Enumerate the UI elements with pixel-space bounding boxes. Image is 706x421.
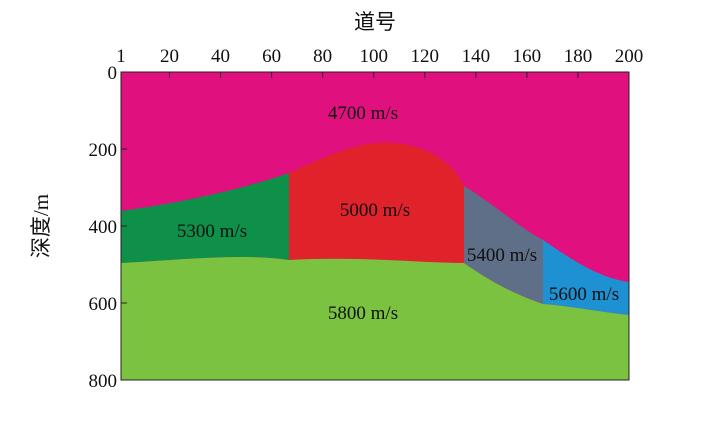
region-5600 (543, 240, 629, 315)
layer-labels: 4700 m/s 5300 m/s 5000 m/s 5400 m/s 5600 m/s… (177, 103, 619, 324)
region-5400 (464, 186, 543, 304)
y-tick-label: 800 (89, 371, 118, 392)
y-tick-label: 400 (89, 217, 118, 238)
x-tick-label: 180 (564, 46, 593, 67)
region-5800 (121, 256, 629, 380)
x-tick-label: 60 (262, 46, 281, 67)
y-tick-label: 600 (89, 294, 118, 315)
region-5300 (121, 173, 289, 263)
x-tick-label: 80 (313, 46, 332, 67)
region-4700-label: 4700 m/s (328, 103, 398, 124)
y-axis-title: 深度/m (29, 194, 53, 258)
region-5600-label: 5600 m/s (549, 284, 619, 305)
x-tick-label: 20 (160, 46, 179, 67)
y-tick-label: 0 (108, 63, 118, 84)
y-axis-ticks: 0 200 400 600 800 (89, 63, 127, 392)
x-tick-label: 100 (359, 46, 388, 67)
x-tick-label: 140 (462, 46, 491, 67)
region-5000 (289, 142, 464, 263)
x-tick-label: 200 (615, 46, 644, 67)
x-tick-label: 160 (513, 46, 542, 67)
x-axis-ticks: 1 20 40 60 80 100 120 140 160 180 200 (116, 46, 643, 78)
region-5300-label: 5300 m/s (177, 221, 247, 242)
region-5000-label: 5000 m/s (340, 200, 410, 221)
x-tick-label: 120 (411, 46, 440, 67)
region-5800-label: 5800 m/s (328, 303, 398, 324)
x-tick-label: 40 (211, 46, 230, 67)
region-5400-label: 5400 m/s (467, 245, 537, 266)
x-axis-title: 道号 (354, 10, 396, 34)
x-tick-label: 1 (116, 46, 126, 67)
y-tick-label: 200 (89, 140, 118, 161)
layer-regions (121, 72, 629, 380)
